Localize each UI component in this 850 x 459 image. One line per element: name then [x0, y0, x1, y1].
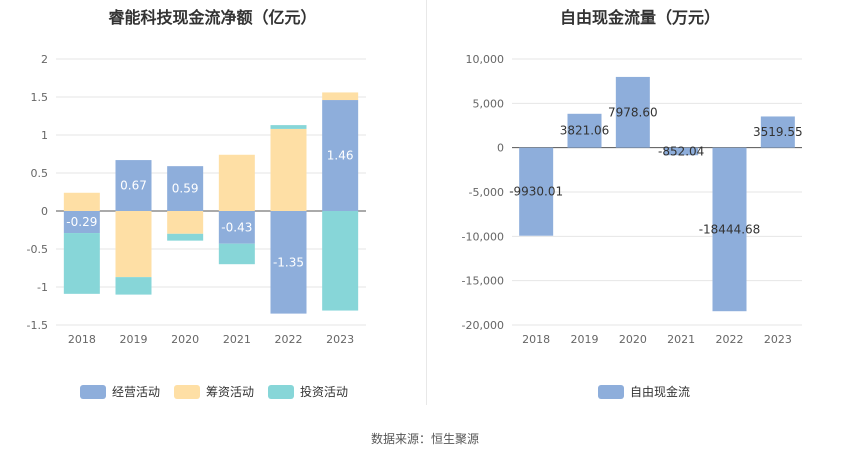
y-tick-label: -1.5: [27, 319, 48, 332]
legend-item[interactable]: 筹资活动: [174, 383, 254, 400]
data-label: 1.46: [327, 149, 354, 163]
data-label: -852.04: [658, 144, 704, 158]
bar-自由现金流: [519, 147, 554, 236]
x-tick-label: 2018: [68, 333, 96, 346]
y-tick-label: 1: [41, 129, 48, 142]
y-tick-label: 0: [497, 142, 504, 155]
data-label: -18444.68: [699, 222, 761, 236]
y-tick-label: 0.5: [31, 167, 49, 180]
data-source-note: 数据来源：恒生聚源: [370, 432, 479, 446]
legend-label: 投资活动: [300, 385, 349, 399]
x-tick-label: 2022: [716, 333, 744, 346]
bar-自由现金流: [567, 113, 602, 148]
x-tick-label: 2018: [522, 333, 550, 346]
bar-筹资活动: [167, 211, 204, 234]
bar-筹资活动: [115, 211, 152, 278]
bar-投资活动: [270, 125, 307, 129]
legend-label: 自由现金流: [630, 385, 691, 399]
bar-经营活动: [167, 166, 204, 211]
bar-自由现金流: [712, 147, 747, 312]
bar-筹资活动: [270, 128, 307, 211]
bar-经营活动: [115, 160, 152, 211]
bar-投资活动: [167, 233, 204, 241]
bar-经营活动: [322, 100, 359, 211]
data-label: 7978.60: [608, 105, 658, 119]
bar-投资活动: [63, 233, 100, 294]
y-tick-label: 5,000: [473, 97, 505, 110]
bar-经营活动: [63, 211, 100, 234]
right-chart-legend: 自由现金流: [598, 383, 704, 400]
y-tick-label: -1: [37, 281, 48, 294]
bar-自由现金流: [664, 147, 699, 156]
bar-投资活动: [115, 277, 152, 295]
bar-筹资活动: [322, 92, 359, 101]
data-label: -0.43: [221, 220, 252, 234]
x-tick-label: 2019: [120, 333, 148, 346]
y-tick-label: 10,000: [466, 53, 505, 66]
bar-投资活动: [322, 211, 359, 311]
legend-item[interactable]: 自由现金流: [598, 383, 690, 400]
y-tick-label: 1.5: [31, 91, 49, 104]
data-label: -0.29: [66, 215, 97, 229]
legend-item[interactable]: 投资活动: [268, 383, 348, 400]
left-chart-legend: 经营活动 筹资活动 投资活动: [80, 383, 362, 400]
y-tick-label: -15,000: [462, 275, 504, 288]
y-tick-label: -10,000: [462, 230, 504, 243]
bar-投资活动: [218, 243, 255, 265]
y-tick-label: -0.5: [27, 243, 48, 256]
panel-divider: [426, 0, 427, 405]
bar-筹资活动: [63, 192, 100, 211]
legend-label: 筹资活动: [206, 385, 255, 399]
legend-swatch: [268, 384, 295, 399]
y-tick-label: -5,000: [469, 186, 504, 199]
y-tick-label: 0: [41, 205, 48, 218]
bar-自由现金流: [760, 116, 795, 148]
bar-经营活动: [270, 211, 307, 314]
x-tick-label: 2020: [171, 333, 199, 346]
bar-经营活动: [218, 211, 255, 244]
legend-swatch: [174, 384, 201, 399]
y-tick-label: -20,000: [462, 319, 504, 332]
legend-item[interactable]: 经营活动: [80, 383, 160, 400]
data-label: 3821.06: [560, 124, 610, 138]
data-label: -1.35: [273, 255, 304, 269]
bar-自由现金流: [615, 76, 650, 148]
bar-筹资活动: [218, 154, 255, 211]
left-chart-title: 睿能科技现金流净额（亿元）: [108, 8, 317, 27]
y-tick-label: 2: [41, 53, 48, 66]
right-chart-title: 自由现金流量（万元）: [559, 8, 720, 27]
x-tick-label: 2022: [275, 333, 303, 346]
legend-swatch: [80, 384, 106, 399]
legend-swatch: [598, 384, 624, 399]
data-label: 3519.55: [753, 125, 803, 139]
x-tick-label: 2021: [223, 333, 251, 346]
x-tick-label: 2023: [326, 333, 354, 346]
data-label: 0.59: [172, 182, 199, 196]
x-tick-label: 2019: [571, 333, 599, 346]
x-tick-label: 2021: [667, 333, 695, 346]
x-tick-label: 2023: [764, 333, 792, 346]
x-tick-label: 2020: [619, 333, 647, 346]
legend-label: 经营活动: [112, 385, 161, 399]
cashflow-net-chart: 2 1.5 1 0.5 0 -0.5 -1 -1.5 2018 2019 2020 2021 2022 2…: [27, 53, 366, 346]
data-label: 0.67: [120, 179, 147, 193]
data-label: -9930.01: [509, 185, 563, 199]
